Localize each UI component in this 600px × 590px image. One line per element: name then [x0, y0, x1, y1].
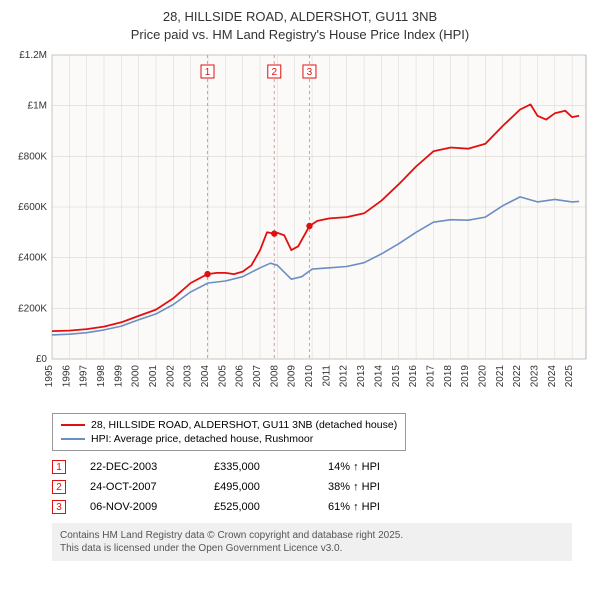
- svg-text:2008: 2008: [269, 365, 280, 388]
- tx-date: 06-NOV-2009: [90, 501, 190, 513]
- svg-text:£1M: £1M: [28, 101, 47, 112]
- transactions-table: 1 22-DEC-2003 £335,000 14% ↑ HPI 2 24-OC…: [52, 457, 590, 517]
- tx-hpi: 61% ↑ HPI: [328, 501, 418, 513]
- svg-text:2001: 2001: [148, 365, 159, 388]
- svg-text:2012: 2012: [339, 365, 350, 388]
- tx-date: 24-OCT-2007: [90, 481, 190, 493]
- svg-text:£1.2M: £1.2M: [19, 50, 47, 61]
- svg-text:2: 2: [271, 67, 277, 78]
- tx-price: £495,000: [214, 481, 304, 493]
- svg-text:1: 1: [205, 67, 211, 78]
- svg-text:2010: 2010: [304, 365, 315, 388]
- svg-text:£400K: £400K: [18, 253, 47, 264]
- svg-text:2022: 2022: [512, 365, 523, 388]
- tx-date: 22-DEC-2003: [90, 461, 190, 473]
- svg-text:3: 3: [307, 67, 313, 78]
- svg-text:1996: 1996: [61, 365, 72, 388]
- svg-text:2025: 2025: [564, 365, 575, 388]
- svg-text:2014: 2014: [373, 365, 384, 388]
- svg-text:2016: 2016: [408, 365, 419, 388]
- table-row: 2 24-OCT-2007 £495,000 38% ↑ HPI: [52, 477, 590, 497]
- svg-text:2003: 2003: [183, 365, 194, 388]
- svg-text:£800K: £800K: [18, 151, 47, 162]
- svg-text:£600K: £600K: [18, 202, 47, 213]
- footnote-line-1: Contains HM Land Registry data © Crown c…: [60, 529, 564, 542]
- svg-text:1999: 1999: [113, 365, 124, 388]
- svg-text:1997: 1997: [79, 365, 90, 388]
- tx-marker-1: 1: [52, 460, 66, 474]
- svg-text:£200K: £200K: [18, 303, 47, 314]
- legend-swatch-hpi: [61, 438, 85, 440]
- svg-text:2000: 2000: [131, 365, 142, 388]
- legend: 28, HILLSIDE ROAD, ALDERSHOT, GU11 3NB (…: [52, 413, 406, 451]
- tx-price: £335,000: [214, 461, 304, 473]
- svg-text:2011: 2011: [321, 365, 332, 387]
- footnote-line-2: This data is licensed under the Open Gov…: [60, 542, 564, 555]
- chart-container: 28, HILLSIDE ROAD, ALDERSHOT, GU11 3NB P…: [0, 0, 600, 569]
- tx-marker-3: 3: [52, 500, 66, 514]
- svg-text:2015: 2015: [391, 365, 402, 388]
- svg-text:2009: 2009: [287, 365, 298, 388]
- svg-text:2004: 2004: [200, 365, 211, 388]
- svg-text:2017: 2017: [425, 365, 436, 388]
- chart-svg: £0 £200K £400K £600K £800K £1M £1.2M 1995 1996 19…: [10, 47, 590, 407]
- footnote: Contains HM Land Registry data © Crown c…: [52, 523, 572, 561]
- legend-label-hpi: HPI: Average price, detached house, Rush…: [91, 433, 313, 445]
- legend-swatch-property: [61, 424, 85, 426]
- tx-price: £525,000: [214, 501, 304, 513]
- svg-text:2005: 2005: [217, 365, 228, 388]
- svg-text:2019: 2019: [460, 365, 471, 388]
- chart: £0 £200K £400K £600K £800K £1M £1.2M 1995 1996 19…: [10, 47, 590, 407]
- svg-text:1998: 1998: [96, 365, 107, 388]
- svg-text:2020: 2020: [477, 365, 488, 388]
- title-line-1: 28, HILLSIDE ROAD, ALDERSHOT, GU11 3NB: [10, 8, 590, 26]
- table-row: 1 22-DEC-2003 £335,000 14% ↑ HPI: [52, 457, 590, 477]
- svg-text:2024: 2024: [547, 365, 558, 388]
- legend-row: HPI: Average price, detached house, Rush…: [61, 432, 397, 446]
- legend-row: 28, HILLSIDE ROAD, ALDERSHOT, GU11 3NB (…: [61, 418, 397, 432]
- tx-hpi: 14% ↑ HPI: [328, 461, 418, 473]
- svg-text:2023: 2023: [529, 365, 540, 388]
- title-line-2: Price paid vs. HM Land Registry's House …: [10, 26, 590, 44]
- svg-text:2007: 2007: [252, 365, 263, 388]
- svg-text:2013: 2013: [356, 365, 367, 388]
- svg-text:2006: 2006: [235, 365, 246, 388]
- table-row: 3 06-NOV-2009 £525,000 61% ↑ HPI: [52, 497, 590, 517]
- svg-text:2002: 2002: [165, 365, 176, 388]
- tx-marker-2: 2: [52, 480, 66, 494]
- tx-hpi: 38% ↑ HPI: [328, 481, 418, 493]
- svg-text:2021: 2021: [495, 365, 506, 388]
- svg-text:1995: 1995: [44, 365, 55, 388]
- legend-label-property: 28, HILLSIDE ROAD, ALDERSHOT, GU11 3NB (…: [91, 419, 397, 431]
- svg-text:2018: 2018: [443, 365, 454, 388]
- title-block: 28, HILLSIDE ROAD, ALDERSHOT, GU11 3NB P…: [10, 8, 590, 43]
- svg-text:£0: £0: [36, 354, 48, 365]
